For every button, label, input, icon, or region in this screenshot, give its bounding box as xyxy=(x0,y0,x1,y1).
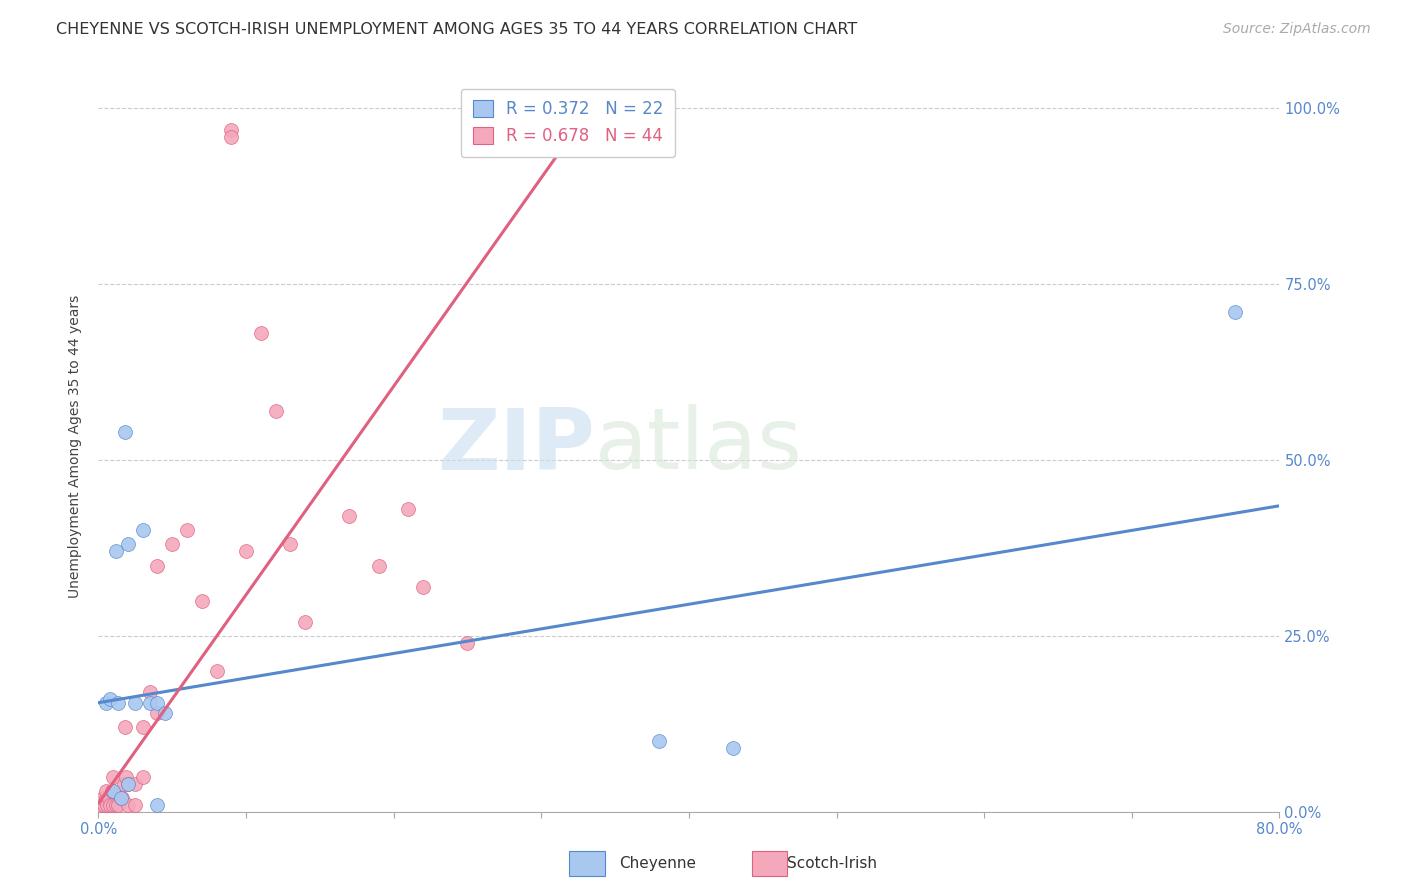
Point xyxy=(110,790,132,805)
Point xyxy=(205,664,228,678)
Point xyxy=(412,580,434,594)
Point xyxy=(110,790,132,805)
Point xyxy=(146,797,169,812)
Point xyxy=(139,696,162,710)
Point xyxy=(91,790,114,805)
Point xyxy=(191,593,214,607)
Point xyxy=(294,615,316,629)
Point xyxy=(105,544,128,558)
Point xyxy=(111,790,134,805)
Point xyxy=(105,797,128,812)
Point xyxy=(90,797,112,812)
Point xyxy=(250,326,273,341)
Point xyxy=(114,720,136,734)
Point xyxy=(124,776,146,790)
Text: Scotch-Irish: Scotch-Irish xyxy=(787,856,877,871)
Point xyxy=(132,770,155,784)
Point xyxy=(97,790,120,805)
Point xyxy=(139,685,162,699)
Point xyxy=(115,770,138,784)
Text: CHEYENNE VS SCOTCH-IRISH UNEMPLOYMENT AMONG AGES 35 TO 44 YEARS CORRELATION CHAR: CHEYENNE VS SCOTCH-IRISH UNEMPLOYMENT AM… xyxy=(56,22,858,37)
Point xyxy=(153,706,176,721)
Point xyxy=(107,696,129,710)
Legend: R = 0.372   N = 22, R = 0.678   N = 44: R = 0.372 N = 22, R = 0.678 N = 44 xyxy=(461,88,675,157)
Point xyxy=(1225,305,1247,319)
Point xyxy=(103,770,125,784)
Point xyxy=(1357,664,1379,678)
Y-axis label: Unemployment Among Ages 35 to 44 years: Unemployment Among Ages 35 to 44 years xyxy=(69,294,83,598)
Point xyxy=(1313,636,1336,650)
Point xyxy=(146,558,169,573)
Point xyxy=(368,558,391,573)
Point xyxy=(221,122,243,136)
Point xyxy=(107,797,129,812)
Point xyxy=(723,741,745,756)
Point xyxy=(162,537,183,551)
Point xyxy=(114,425,136,439)
Point xyxy=(457,636,479,650)
Point xyxy=(98,692,121,706)
Point xyxy=(146,706,169,721)
Point xyxy=(100,783,122,797)
Point xyxy=(103,783,125,797)
Point xyxy=(117,776,139,790)
Point xyxy=(339,509,361,524)
Point xyxy=(124,797,146,812)
Point xyxy=(132,720,155,734)
Text: ZIP: ZIP xyxy=(437,404,595,488)
Point xyxy=(235,544,257,558)
Point xyxy=(146,696,169,710)
Text: atlas: atlas xyxy=(595,404,803,488)
Text: Source: ZipAtlas.com: Source: ZipAtlas.com xyxy=(1223,22,1371,37)
Point xyxy=(221,129,243,144)
Point xyxy=(103,797,125,812)
Point xyxy=(93,797,115,812)
Point xyxy=(280,537,302,551)
Point xyxy=(96,797,118,812)
Point xyxy=(264,404,287,418)
Point xyxy=(94,783,117,797)
Point xyxy=(1298,615,1320,629)
Point xyxy=(112,776,135,790)
Point xyxy=(398,502,420,516)
Point xyxy=(98,797,121,812)
Point xyxy=(94,696,117,710)
Point xyxy=(94,790,117,805)
Point xyxy=(117,797,139,812)
Point xyxy=(117,776,139,790)
Point xyxy=(176,524,198,538)
Point xyxy=(103,783,125,797)
Text: Cheyenne: Cheyenne xyxy=(619,856,696,871)
Point xyxy=(1372,502,1395,516)
Point xyxy=(124,696,146,710)
Point xyxy=(648,734,671,748)
Point xyxy=(132,524,155,538)
Point xyxy=(117,537,139,551)
